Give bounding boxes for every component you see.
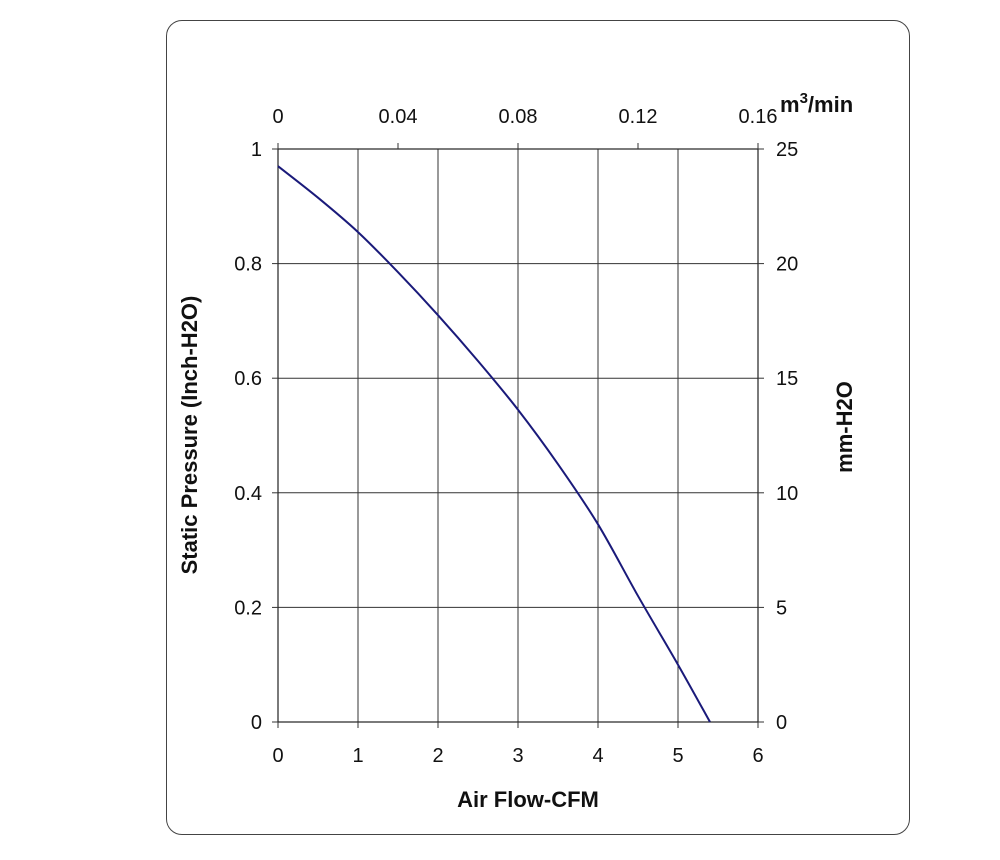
x2-tick-label: 0.16 (739, 106, 778, 128)
x-tick-label: 6 (752, 745, 763, 767)
tick-marks (272, 143, 764, 728)
y-tick-label: 1 (251, 139, 262, 161)
y2-tick-label: 15 (776, 368, 798, 390)
x2-tick-labels: 0 0.04 0.08 0.12 0.16 (272, 106, 777, 128)
x-tick-labels: 0 1 2 3 4 5 6 (272, 745, 763, 767)
x-axis-title: Air Flow-CFM (457, 787, 599, 812)
x2-axis-title-sup: 3 (800, 90, 808, 107)
x2-axis-title: m3/min (780, 90, 853, 117)
y2-tick-label: 10 (776, 483, 798, 505)
y2-tick-label: 5 (776, 597, 787, 619)
y2-tick-label: 0 (776, 712, 787, 734)
y-tick-label: 0 (251, 712, 262, 734)
y-tick-label: 0.4 (234, 483, 262, 505)
y2-tick-label: 20 (776, 254, 798, 276)
x2-axis-title-rest: /min (808, 92, 853, 117)
grid-lines (277, 148, 759, 723)
x2-axis-title-base: m (780, 92, 800, 117)
x2-tick-label: 0.12 (619, 106, 658, 128)
x-tick-label: 0 (272, 745, 283, 767)
x-tick-label: 5 (672, 745, 683, 767)
y-tick-labels: 0 0.2 0.4 0.6 0.8 1 (234, 139, 262, 734)
x-tick-label: 2 (432, 745, 443, 767)
series-line (277, 165, 711, 723)
y2-tick-label: 25 (776, 139, 798, 161)
y-axis-title: Static Pressure (Inch-H2O) (177, 296, 202, 575)
y2-axis-title: mm-H2O (832, 381, 857, 473)
y-tick-label: 0.2 (234, 597, 262, 619)
x2-tick-label: 0.04 (379, 106, 418, 128)
x-tick-label: 1 (352, 745, 363, 767)
x2-tick-label: 0 (272, 106, 283, 128)
y2-tick-labels: 0 5 10 15 20 25 (776, 139, 798, 734)
x2-tick-label: 0.08 (499, 106, 538, 128)
y-tick-label: 0.6 (234, 368, 262, 390)
x-tick-label: 4 (592, 745, 603, 767)
chart-frame (166, 20, 910, 835)
y-tick-label: 0.8 (234, 254, 262, 276)
x-tick-label: 3 (512, 745, 523, 767)
